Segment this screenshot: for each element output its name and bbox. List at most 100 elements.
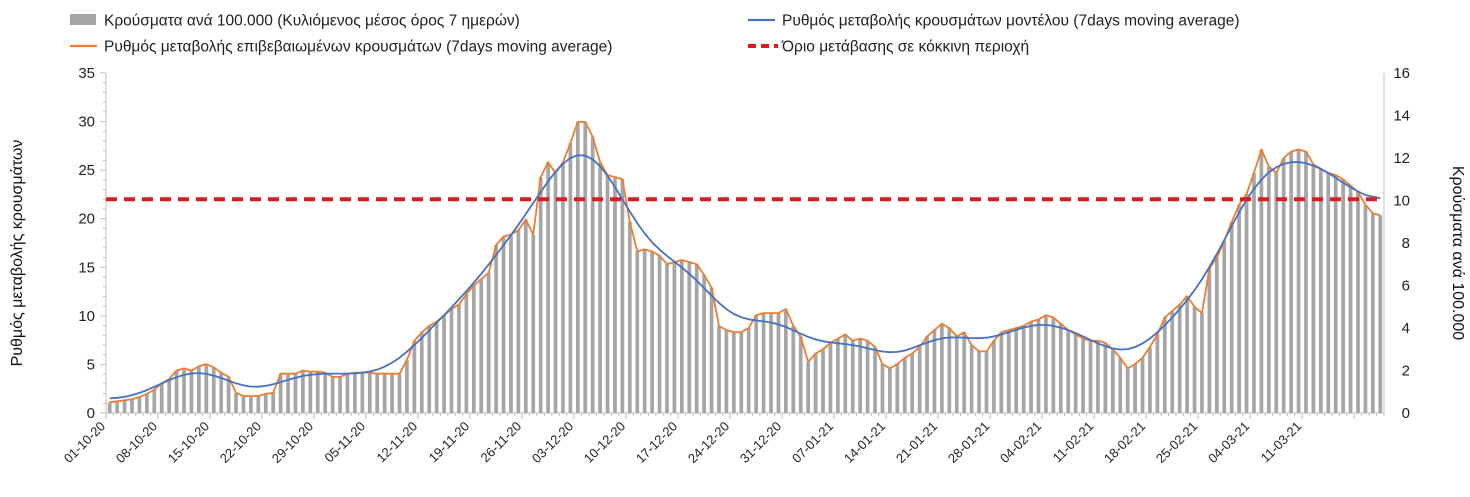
bar bbox=[657, 255, 662, 413]
bar bbox=[598, 162, 602, 413]
bar bbox=[1170, 311, 1175, 413]
bar bbox=[1318, 168, 1323, 413]
x-tick-label: 19-11-20 bbox=[425, 419, 472, 466]
bar bbox=[419, 332, 424, 413]
bar bbox=[1103, 342, 1108, 413]
bar bbox=[1066, 330, 1071, 413]
x-tick-label: 04-02-21 bbox=[997, 419, 1044, 466]
x-tick-label: 21-01-21 bbox=[893, 419, 940, 466]
x-tick-label: 12-11-20 bbox=[373, 419, 420, 466]
bar bbox=[992, 340, 996, 413]
bar bbox=[204, 364, 209, 413]
bar bbox=[627, 221, 632, 413]
bar bbox=[1207, 268, 1212, 413]
bar bbox=[1326, 172, 1331, 413]
legend-label: Ρυθμός μεταβολής κρουσμάτων μοντέλου (7d… bbox=[782, 13, 1240, 30]
bar bbox=[234, 392, 238, 413]
bar bbox=[954, 336, 959, 413]
legend-label: Ρυθμός μεταβολής επιβεβαιωμένων κρουσμάτ… bbox=[104, 39, 612, 56]
bar bbox=[1370, 213, 1375, 413]
right-y-tick-label: 14 bbox=[1393, 108, 1410, 125]
bar bbox=[642, 249, 647, 413]
x-tick-label: 26-11-20 bbox=[477, 419, 524, 466]
bar bbox=[977, 351, 981, 413]
bar bbox=[434, 321, 439, 413]
bar bbox=[784, 308, 788, 413]
bar bbox=[1058, 323, 1063, 413]
bar bbox=[679, 260, 684, 413]
bar bbox=[241, 396, 246, 413]
bar bbox=[315, 371, 320, 413]
bar bbox=[769, 313, 773, 413]
bar bbox=[367, 372, 372, 413]
bar bbox=[1162, 317, 1167, 413]
bar bbox=[1133, 364, 1137, 413]
bar bbox=[1155, 334, 1160, 413]
bar bbox=[1378, 215, 1383, 413]
bar bbox=[940, 323, 944, 413]
x-tick-label: 29-10-20 bbox=[269, 419, 316, 466]
bar bbox=[293, 373, 298, 413]
bar bbox=[1244, 194, 1249, 413]
bar bbox=[880, 364, 885, 413]
bar bbox=[665, 264, 669, 413]
bar bbox=[672, 262, 677, 413]
bar bbox=[308, 371, 313, 413]
bar bbox=[902, 357, 907, 413]
bar bbox=[167, 379, 172, 413]
bar bbox=[278, 373, 283, 413]
legend-label: Όριο μετάβασης σε κόκκινη περιοχή bbox=[781, 39, 1029, 56]
x-tick-label: 17-12-20 bbox=[633, 419, 680, 466]
bar bbox=[159, 383, 164, 413]
bar bbox=[836, 338, 840, 413]
bar bbox=[1222, 240, 1227, 413]
left-y-tick-label: 20 bbox=[78, 211, 95, 228]
bar bbox=[509, 234, 513, 413]
bar bbox=[1177, 304, 1182, 413]
right-y-tick-label: 6 bbox=[1402, 278, 1410, 295]
bar bbox=[197, 366, 201, 413]
bar bbox=[724, 330, 729, 413]
bar bbox=[1237, 204, 1241, 413]
bar bbox=[1304, 151, 1308, 413]
bar bbox=[145, 393, 149, 413]
bar bbox=[1021, 325, 1026, 413]
bar bbox=[999, 332, 1004, 413]
bar bbox=[873, 347, 877, 413]
right-y-tick-label: 8 bbox=[1402, 235, 1410, 252]
bar bbox=[1311, 164, 1316, 413]
bar bbox=[1341, 179, 1345, 413]
x-tick-label: 31-12-20 bbox=[737, 419, 784, 466]
bar bbox=[271, 392, 276, 413]
bar bbox=[702, 274, 706, 413]
left-y-tick-label: 0 bbox=[87, 405, 95, 422]
bar bbox=[590, 136, 595, 413]
bar bbox=[858, 338, 863, 413]
bar bbox=[754, 315, 759, 413]
bar bbox=[345, 373, 350, 413]
bar bbox=[219, 372, 224, 413]
bar bbox=[650, 251, 654, 413]
bar bbox=[412, 340, 417, 413]
legend: Κρούσματα ανά 100.000 (Κυλιόμενος μέσος … bbox=[70, 13, 1240, 56]
bar bbox=[1296, 149, 1301, 413]
bar bbox=[211, 367, 216, 413]
bar bbox=[523, 219, 528, 413]
bar bbox=[843, 334, 848, 413]
bar bbox=[731, 332, 736, 413]
bar bbox=[360, 372, 365, 413]
bar bbox=[464, 294, 469, 413]
x-tick-label: 28-01-21 bbox=[945, 419, 992, 466]
bar bbox=[1029, 321, 1033, 413]
bar bbox=[850, 340, 855, 413]
bar bbox=[1118, 357, 1123, 413]
bar bbox=[798, 336, 803, 413]
bar bbox=[1259, 149, 1264, 413]
left-axis-title: Ρυθμός μεταβολής κρουσμάτων bbox=[9, 140, 26, 367]
bar bbox=[717, 325, 721, 413]
bar bbox=[301, 370, 305, 413]
bar bbox=[791, 325, 796, 413]
x-tick-label: 07-01-21 bbox=[789, 419, 836, 466]
